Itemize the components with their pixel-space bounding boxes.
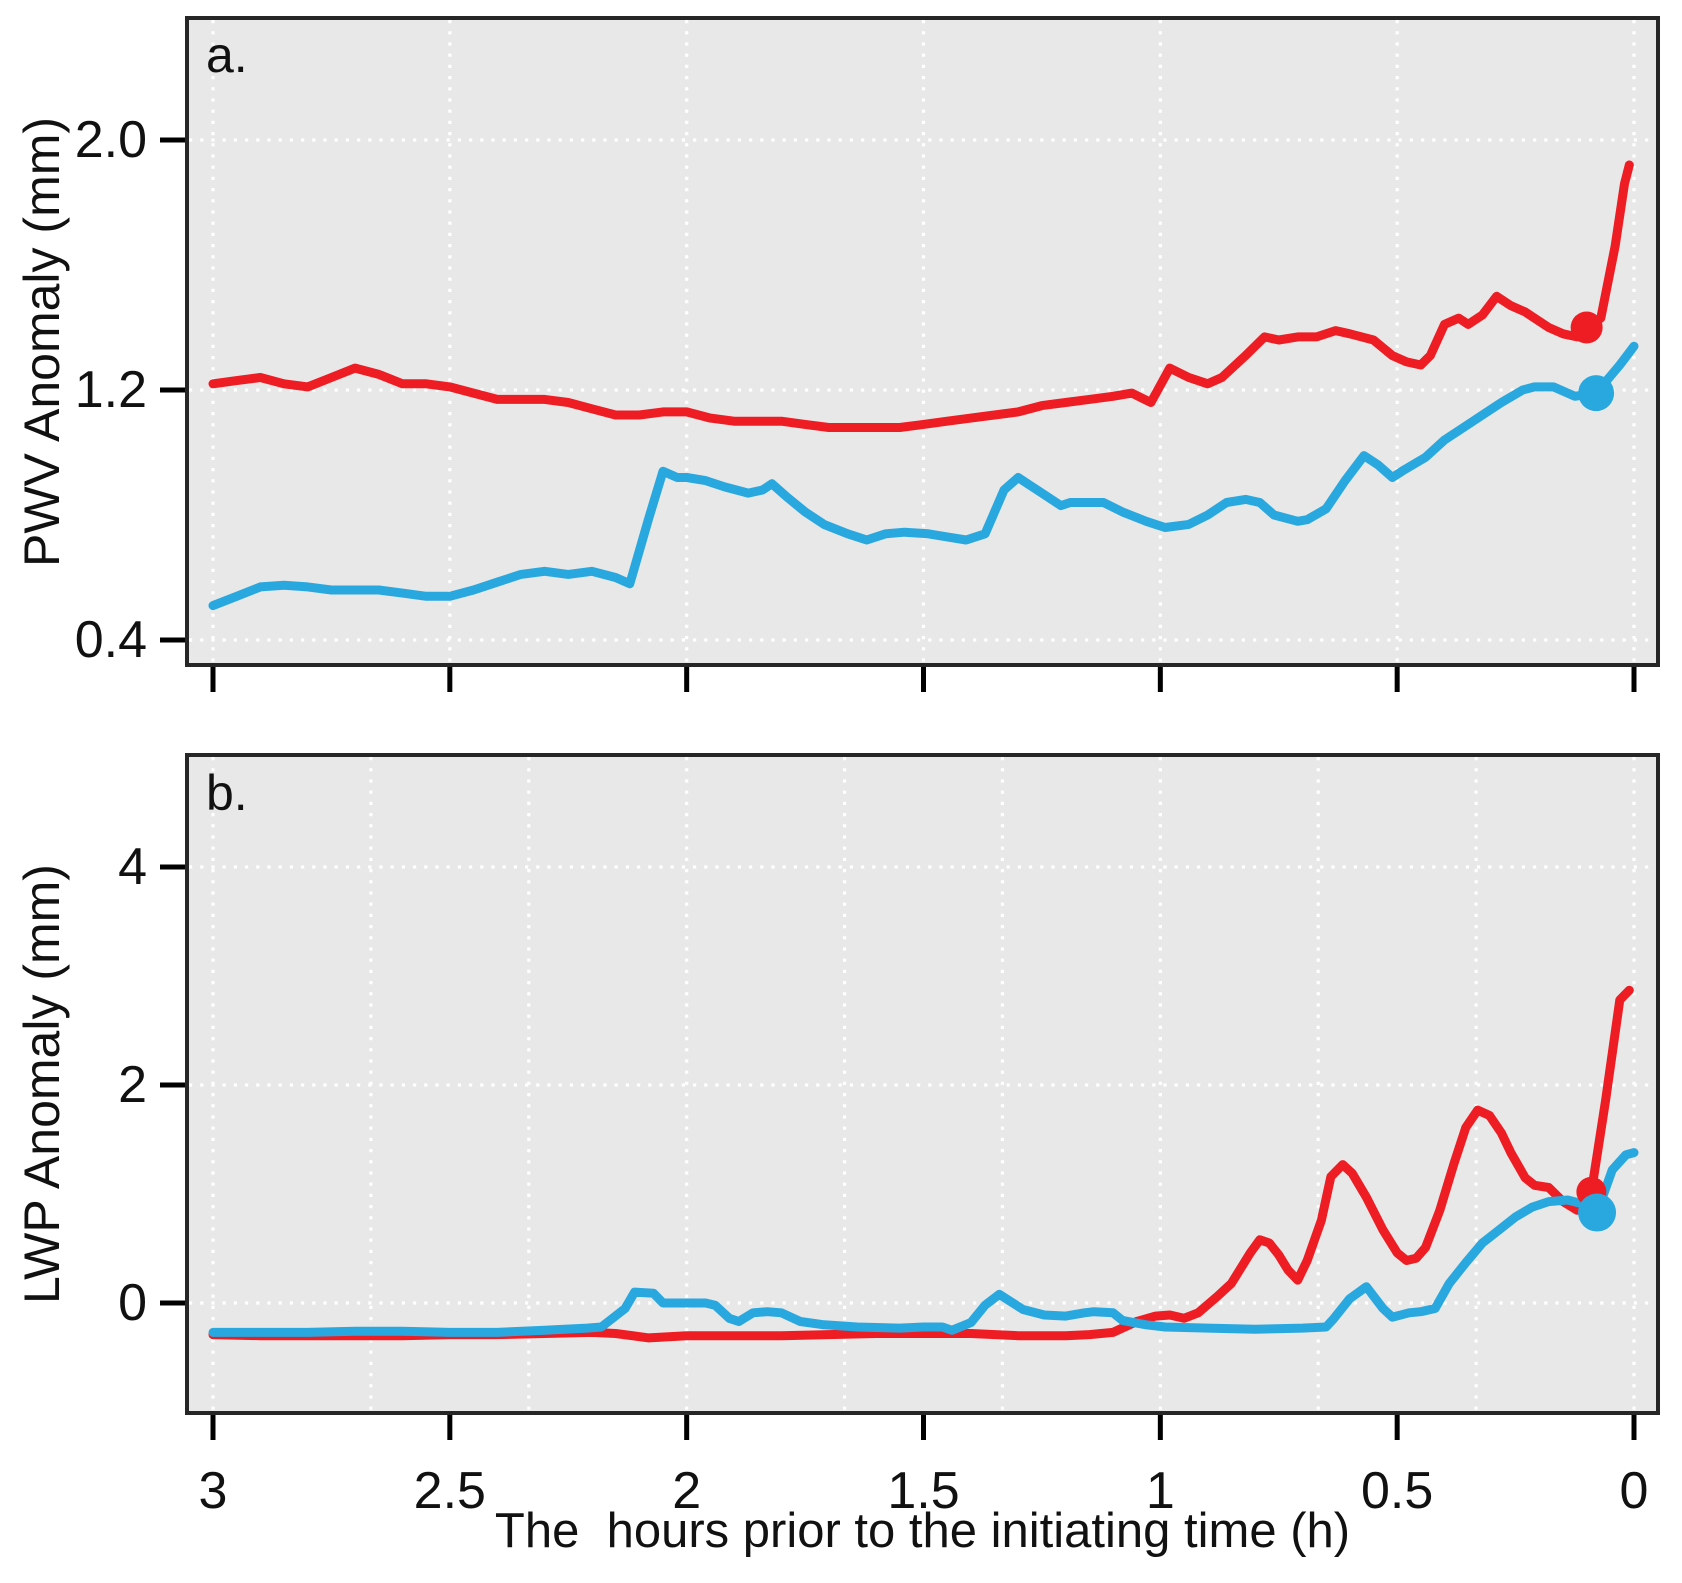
panel-a-plot-area [187, 18, 1658, 665]
red-series-line-a [208, 160, 1634, 432]
y-tick-label: 4 [118, 838, 147, 896]
panel-a: 2.0 1.2 0.4 [75, 16, 1660, 692]
x-axis-title: The hours prior to the initiating time (… [494, 1504, 1351, 1558]
blue-series-end-dot-a [1578, 375, 1615, 412]
blue-series-end-dot-b [1578, 1193, 1617, 1232]
y-tick-label: 1.2 [75, 361, 147, 419]
x-tick-label: 1 [1146, 1462, 1175, 1520]
blue-series-line-a [208, 341, 1639, 611]
panel-b-frame [185, 753, 1660, 1415]
y-tick-label: 0.4 [75, 611, 147, 669]
y-axis-title-lwp: LWP Anomaly (mm) [14, 864, 70, 1304]
panel-b-label: b. [206, 765, 248, 821]
panel-b: 4 2 0 3 2.5 2 1.5 1 0.5 0 [118, 753, 1660, 1520]
panel-b-plot-area [187, 755, 1658, 1413]
x-tick-label: 0.5 [1361, 1462, 1433, 1520]
x-tick-label: 2 [672, 1462, 701, 1520]
red-series-end-dot-a [1570, 311, 1603, 344]
x-tick-label: 1.5 [887, 1462, 959, 1520]
y-tick-label: 0 [118, 1274, 147, 1332]
red-series-line-b [208, 985, 1634, 1343]
x-tick-label: 2.5 [414, 1462, 486, 1520]
x-tick-label: 3 [199, 1462, 228, 1520]
y-tick-label: 2 [118, 1056, 147, 1114]
y-tick-label: 2.0 [75, 111, 147, 169]
panel-a-frame [185, 16, 1660, 667]
y-axis-title-pwv: PWV Anomaly (mm) [14, 116, 70, 568]
panel-a-label: a. [206, 27, 248, 83]
x-tick-label: 0 [1620, 1462, 1649, 1520]
blue-series-line-b [208, 1148, 1639, 1337]
